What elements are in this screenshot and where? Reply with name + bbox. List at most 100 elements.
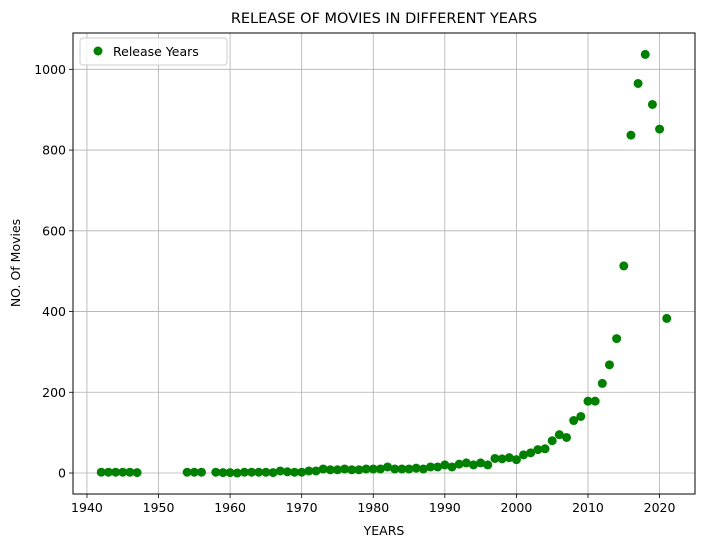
- data-point: [497, 454, 507, 464]
- data-point: [318, 464, 328, 474]
- axis-ticks: 1940 1950 1960 1970 1980 1990 2000 2010 2020 0 200…: [34, 62, 675, 515]
- data-point: [604, 360, 614, 370]
- data-point: [447, 462, 457, 472]
- data-point: [461, 458, 471, 468]
- data-point: [297, 467, 307, 477]
- data-point: [433, 462, 443, 472]
- data-point: [311, 466, 321, 476]
- data-point: [332, 465, 342, 475]
- y-tick-label: 400: [42, 304, 66, 319]
- plot-area-background: [73, 33, 695, 494]
- data-point: [347, 465, 357, 475]
- x-tick-label: 1970: [286, 500, 318, 515]
- data-point: [426, 462, 436, 472]
- data-point: [196, 467, 206, 477]
- data-point: [662, 313, 672, 323]
- data-point: [562, 432, 572, 442]
- data-point: [418, 464, 428, 474]
- x-tick-label: 1940: [71, 500, 103, 515]
- data-point: [211, 467, 221, 477]
- x-axis-title: YEARS: [363, 523, 405, 538]
- data-point: [375, 464, 385, 474]
- data-point: [590, 396, 600, 406]
- data-point: [340, 464, 350, 474]
- data-point: [540, 444, 550, 454]
- data-point: [218, 468, 228, 478]
- data-point: [576, 411, 586, 421]
- data-point: [554, 430, 564, 440]
- data-point: [597, 378, 607, 388]
- data-point: [490, 453, 500, 463]
- data-point: [397, 464, 407, 474]
- legend-box: [79, 37, 228, 66]
- data-point: [519, 450, 529, 460]
- data-point: [225, 468, 235, 478]
- data-point: [354, 465, 364, 475]
- data-point: [640, 49, 650, 59]
- data-point: [304, 466, 314, 476]
- data-point: [96, 467, 106, 477]
- data-point: [368, 464, 378, 474]
- data-point: [282, 467, 292, 477]
- data-point: [290, 467, 300, 477]
- x-tick-label: 2000: [501, 500, 533, 515]
- data-point: [103, 467, 113, 477]
- chart-title: RELEASE OF MOVIES IN DIFFERENT YEARS: [231, 11, 537, 27]
- data-point: [125, 467, 135, 477]
- data-point: [411, 463, 421, 473]
- data-point: [132, 468, 142, 478]
- data-point: [182, 467, 192, 477]
- data-point: [268, 468, 278, 478]
- data-point: [476, 458, 486, 468]
- data-point: [239, 467, 249, 477]
- data-point: [583, 396, 593, 406]
- y-tick-label: 800: [42, 143, 66, 158]
- data-point: [189, 467, 199, 477]
- data-point: [633, 78, 643, 88]
- data-point: [626, 130, 636, 140]
- plot-area-frame: [72, 32, 696, 495]
- data-point: [111, 467, 121, 477]
- data-point: [511, 455, 521, 465]
- data-point: [454, 459, 464, 469]
- data-point: [612, 334, 622, 344]
- data-point: [468, 460, 478, 470]
- legend-label: Release Years: [113, 44, 199, 59]
- x-tick-label: 2010: [572, 500, 604, 515]
- y-tick-label: 1000: [34, 62, 66, 77]
- data-point: [655, 124, 665, 134]
- y-tick-label: 0: [58, 466, 66, 481]
- data-point: [383, 462, 393, 472]
- legend-marker: [93, 46, 103, 56]
- data-point: [483, 460, 493, 470]
- data-point: [504, 453, 514, 463]
- data-point: [547, 436, 557, 446]
- x-tick-label: 1980: [357, 500, 389, 515]
- data-point: [275, 466, 285, 476]
- legend: Release Years: [79, 37, 228, 66]
- data-point: [533, 445, 543, 455]
- data-point: [390, 464, 400, 474]
- y-axis-title: NO. Of Movies: [8, 219, 23, 307]
- data-point: [440, 460, 450, 470]
- data-point: [361, 464, 371, 474]
- x-tick-label: 1950: [143, 500, 175, 515]
- data-points: [96, 49, 672, 478]
- data-point: [404, 464, 414, 474]
- data-point: [325, 465, 335, 475]
- data-point: [569, 416, 579, 426]
- x-tick-label: 1960: [214, 500, 246, 515]
- data-point: [247, 467, 257, 477]
- data-point: [254, 467, 264, 477]
- data-point: [647, 99, 657, 109]
- data-point: [526, 448, 536, 458]
- data-point: [118, 467, 128, 477]
- y-tick-label: 600: [42, 223, 66, 238]
- x-tick-label: 2020: [644, 500, 676, 515]
- grid-lines: [73, 33, 695, 494]
- x-tick-label: 1990: [429, 500, 461, 515]
- data-point: [261, 467, 271, 477]
- y-tick-label: 200: [42, 385, 66, 400]
- data-point: [619, 261, 629, 271]
